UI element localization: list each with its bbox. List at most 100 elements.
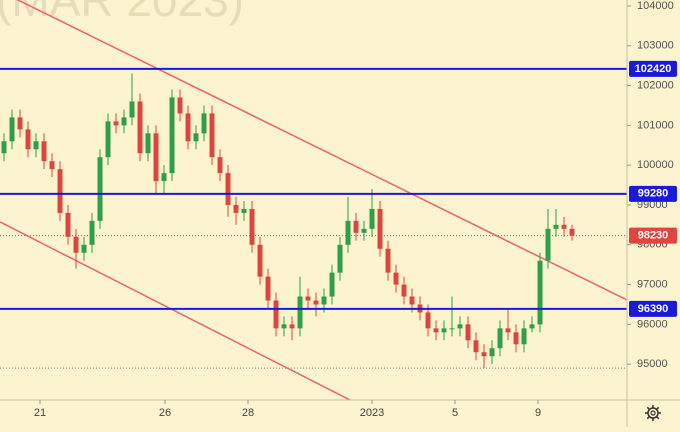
candle-body: [313, 300, 319, 305]
candle-body: [281, 324, 287, 329]
candle-body: [513, 332, 519, 345]
candle-body: [353, 220, 359, 233]
candle-body: [177, 97, 183, 114]
candle-body: [385, 248, 391, 273]
y-tick-label: 101000: [637, 119, 674, 131]
candle-body: [81, 244, 87, 253]
candle-body: [65, 212, 71, 237]
candle-body: [393, 272, 399, 285]
level-label-box: [629, 300, 677, 317]
candle-body: [545, 228, 551, 261]
plot-area: [0, 0, 627, 400]
candle-body: [17, 117, 23, 130]
level-label-box: [629, 60, 677, 77]
candle-body: [97, 157, 103, 221]
y-tick-label: 103000: [637, 40, 674, 52]
candle-body: [105, 121, 111, 158]
candle-body: [57, 169, 63, 213]
candle-body: [321, 296, 327, 305]
candle-body: [129, 101, 135, 118]
x-tick-label: 5: [452, 407, 458, 419]
y-tick-label: 102000: [637, 79, 674, 91]
y-tick-label: 99000: [637, 199, 668, 211]
candle-body: [449, 328, 455, 330]
candle-body: [121, 117, 127, 126]
candle-body: [241, 208, 247, 213]
candle-body: [553, 224, 559, 229]
candle-body: [201, 113, 207, 134]
candle-body: [465, 324, 471, 341]
watermark: (MAR 2023): [0, 0, 244, 26]
candle-body: [305, 296, 311, 301]
candle-body: [257, 244, 263, 277]
candle-body: [561, 224, 567, 229]
settings-icon[interactable]: [645, 405, 661, 421]
candle-body: [425, 312, 431, 329]
candle-body: [529, 324, 535, 329]
candle-body: [209, 113, 215, 158]
candle-body: [225, 173, 231, 205]
level-label-box: [629, 185, 677, 202]
trend-line: [0, 221, 351, 400]
candle-body: [409, 296, 415, 305]
candle-body: [25, 129, 31, 150]
gear-teeth: [645, 405, 661, 421]
level-label: 96390: [638, 303, 669, 315]
candle-body: [361, 228, 367, 233]
candle-body: [161, 173, 167, 182]
level-label: 102420: [635, 63, 672, 75]
candle-body: [441, 328, 447, 333]
candle-body: [265, 276, 271, 301]
candle-body: [145, 133, 151, 154]
candle-body: [457, 324, 463, 329]
candle-body: [537, 260, 543, 325]
candle-body: [497, 328, 503, 349]
candle-body: [401, 284, 407, 297]
gear-hub: [650, 410, 656, 416]
candle-body: [49, 161, 55, 170]
y-tick-label: 95000: [637, 358, 668, 370]
x-tick-label: 2023: [360, 407, 384, 419]
candle-body: [1, 141, 7, 154]
x-tick-label: 28: [242, 407, 254, 419]
candle-body: [569, 228, 575, 236]
level-label: 99280: [638, 188, 669, 200]
candle-body: [289, 324, 295, 329]
candle-body: [433, 328, 439, 333]
candle-body: [345, 220, 351, 245]
last-price-label-box: [629, 227, 677, 244]
candle-body: [377, 208, 383, 249]
candle-body: [217, 157, 223, 174]
y-tick-label: 104000: [637, 0, 674, 12]
candle-body: [89, 220, 95, 245]
y-tick-label: 96000: [637, 318, 668, 330]
x-tick-label: 26: [159, 407, 171, 419]
candle-body: [481, 352, 487, 357]
candle-body: [193, 133, 199, 142]
candle-body: [273, 300, 279, 329]
candle-body: [337, 244, 343, 273]
candle-body: [137, 101, 143, 154]
candle-body: [185, 113, 191, 142]
candle-body: [153, 133, 159, 182]
candle-body: [249, 208, 255, 245]
candle-body: [233, 204, 239, 213]
last-price-label: 98230: [638, 230, 669, 242]
candle-body: [369, 208, 375, 229]
candle-body: [113, 121, 119, 126]
y-tick-label: 100000: [637, 159, 674, 171]
trend-line: [16, 0, 627, 301]
x-tick-label: 9: [535, 407, 541, 419]
x-tick-label: 21: [34, 407, 46, 419]
candle-body: [489, 348, 495, 357]
candle-body: [41, 141, 47, 162]
candle-body: [521, 328, 527, 345]
candle-body: [473, 340, 479, 353]
candle-body: [9, 117, 15, 142]
candle-body: [329, 272, 335, 297]
candle-body: [297, 296, 303, 329]
y-tick-label: 97000: [637, 278, 668, 290]
